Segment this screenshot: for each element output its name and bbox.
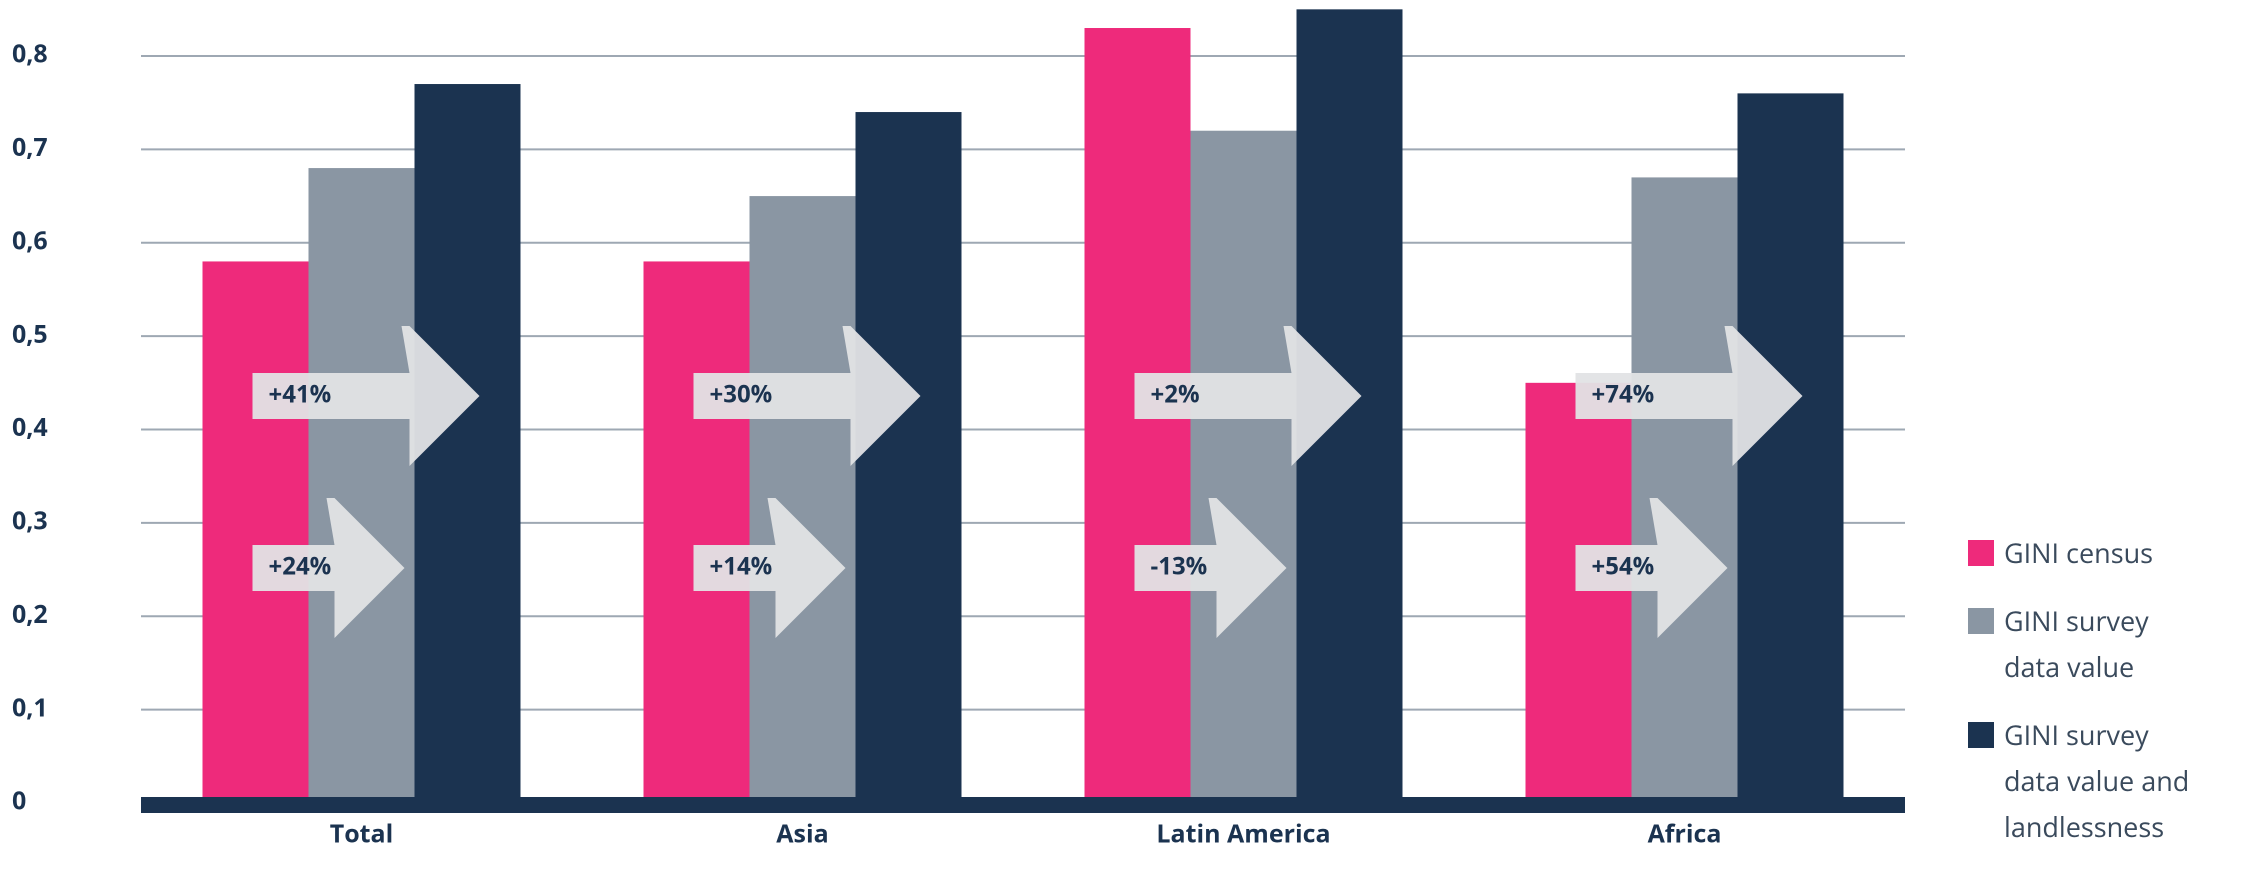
arrow-lower [1575, 498, 1728, 638]
arrow-upper-label: +2% [1151, 377, 1200, 410]
bar [414, 84, 521, 803]
arrow-upper [693, 326, 921, 466]
legend-swatch [1968, 540, 1994, 566]
arrow-upper-label: +74% [1592, 377, 1655, 410]
legend-swatch [1968, 608, 1994, 634]
arrow-lower-label: +24% [269, 549, 332, 582]
arrow-upper-label: +41% [269, 377, 332, 410]
arrow-upper-label: +30% [710, 377, 773, 410]
y-tick-label: 0,6 [12, 223, 48, 257]
bar [1190, 130, 1297, 803]
bar [1737, 93, 1844, 804]
arrow-upper [1575, 326, 1803, 466]
x-axis [141, 797, 1905, 813]
arrow-upper [252, 326, 480, 466]
y-tick-label: 0,4 [12, 410, 48, 444]
x-tick-label: Asia [776, 817, 828, 851]
y-tick-label: 0,8 [12, 37, 48, 71]
bar [855, 112, 962, 803]
legend-swatch [1968, 722, 1994, 748]
y-tick-label: 0,3 [12, 504, 48, 538]
y-tick-label: 0,2 [12, 597, 48, 631]
chart: 0 0,1 0,2 0,3 0,4 0,5 0,6 0,7 0,8 Total +41% +24% As… [12, 9, 1905, 851]
bar [643, 261, 750, 803]
legend-label: GINI survey data value and landlessness [2004, 716, 2190, 845]
arrow-upper [1134, 326, 1362, 466]
legend-label: GINI survey data value [2004, 602, 2149, 685]
legend-item: GINI survey data value [1968, 598, 2209, 690]
x-tick-label: Total [330, 817, 394, 851]
bar [1525, 382, 1632, 803]
arrow-lower-label: +14% [710, 549, 773, 582]
legend-item: GINI survey data value and landlessness [1968, 712, 2209, 850]
y-tick-label: 0,5 [12, 317, 48, 351]
arrow-lower-label: -13% [1151, 549, 1208, 582]
arrow-lower [1134, 498, 1287, 638]
arrow-lower-label: +54% [1592, 549, 1655, 582]
legend-label: GINI census [2004, 534, 2154, 571]
x-tick-label: Africa [1648, 817, 1722, 851]
arrow-lower [252, 498, 405, 638]
y-tick-label: 0,7 [12, 130, 48, 164]
bar [1631, 177, 1738, 803]
y-tick-label: 0 [12, 784, 26, 818]
legend: GINI census GINI survey data value GINI su… [1968, 530, 2209, 872]
legend-item: GINI census [1968, 530, 2209, 576]
x-tick-label: Latin America [1156, 817, 1330, 851]
bar [202, 261, 309, 803]
bar [749, 196, 856, 803]
y-tick-label: 0,1 [12, 690, 48, 724]
arrow-lower [693, 498, 846, 638]
bar [308, 168, 415, 803]
